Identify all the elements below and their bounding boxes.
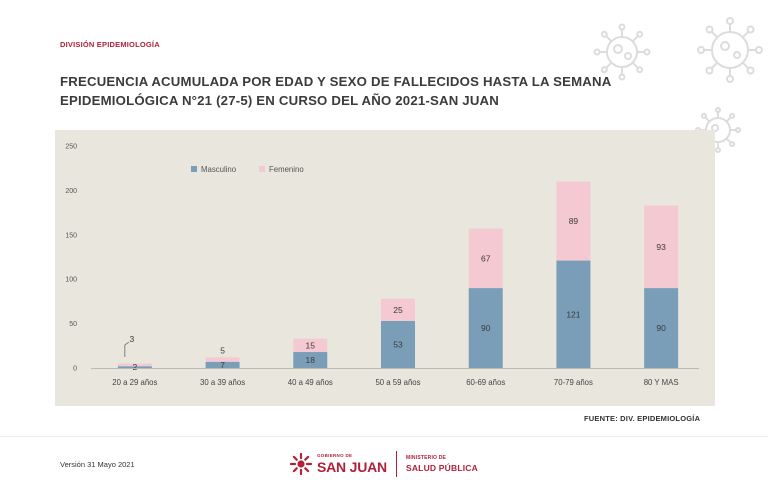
bar-masculino bbox=[205, 361, 240, 368]
footer-divider bbox=[0, 436, 768, 437]
bar-femenino bbox=[381, 298, 415, 321]
title-line-1: FRECUENCIA ACUMULADA POR EDAD Y SEXO DE … bbox=[60, 74, 612, 89]
data-label-masculino: 90 bbox=[481, 323, 491, 333]
bar-masculino bbox=[117, 366, 152, 368]
bar-masculino bbox=[468, 288, 503, 368]
data-label-femenino: 67 bbox=[481, 253, 491, 263]
data-label-masculino: 18 bbox=[306, 355, 316, 365]
data-label-femenino: 5 bbox=[220, 345, 225, 355]
virus-decoration-icon bbox=[593, 17, 763, 153]
data-label-masculino: 90 bbox=[656, 323, 666, 333]
data-label-femenino: 93 bbox=[656, 242, 666, 252]
sun-emblem-icon bbox=[289, 452, 313, 476]
x-tick-label: 40 a 49 años bbox=[288, 378, 333, 387]
chart-panel: 0 50 100 150 200 250 2 3 7 5 18 15 53 25 90 67 121 89 90 9… bbox=[55, 130, 715, 406]
virus-icon-large bbox=[593, 23, 651, 81]
y-axis: 0 50 100 150 200 250 bbox=[65, 144, 77, 373]
bar-masculino bbox=[381, 320, 415, 368]
page-title: FRECUENCIA ACUMULADA POR EDAD Y SEXO DE … bbox=[60, 72, 700, 110]
version-label: Versión 31 Mayo 2021 bbox=[60, 460, 135, 469]
ministry-prefix: MINISTERIO DE bbox=[405, 454, 447, 461]
government-logo: GOBIERNO DE SAN JUAN MINISTERIO DE SALUD… bbox=[289, 449, 478, 479]
chart-legend: Masculino Femenino bbox=[191, 165, 304, 174]
y-tick-label: 250 bbox=[65, 144, 77, 151]
legend-label: Femenino bbox=[269, 165, 304, 174]
bar-femenino bbox=[468, 228, 503, 289]
bars-group: 2 3 7 5 18 15 53 25 90 67 121 89 90 93 bbox=[117, 181, 679, 372]
bar-femenino bbox=[293, 338, 328, 353]
y-tick-label: 0 bbox=[73, 366, 77, 373]
y-tick-label: 100 bbox=[65, 277, 77, 284]
bar-femenino bbox=[205, 357, 240, 362]
virus-icon-right bbox=[697, 17, 763, 83]
legend-swatch bbox=[259, 166, 265, 172]
y-tick-label: 150 bbox=[65, 232, 77, 239]
y-tick-label: 200 bbox=[65, 188, 77, 195]
ministry-name: MINISTERIO DE SALUD PÚBLICA bbox=[405, 454, 478, 473]
bar-femenino bbox=[644, 205, 679, 289]
data-label-femenino: 3 bbox=[129, 334, 134, 344]
title-line-2: EPIDEMIOLÓGICA N°21 (27-5) EN CURSO DEL … bbox=[60, 93, 500, 108]
logo-separator bbox=[395, 451, 397, 477]
legend-swatch bbox=[191, 166, 197, 172]
division-label: DIVISIÓN EPIDEMIOLOGÍA bbox=[60, 40, 160, 49]
x-axis: 20 a 29 años 30 a 39 años 40 a 49 años 50 a… bbox=[91, 368, 699, 387]
x-tick-label: 30 a 39 años bbox=[200, 378, 245, 387]
data-label-femenino: 25 bbox=[393, 305, 403, 315]
data-label-femenino: 89 bbox=[569, 216, 579, 226]
x-tick-label: 50 a 59 años bbox=[375, 378, 420, 387]
y-tick-label: 50 bbox=[69, 321, 77, 328]
bar-femenino bbox=[117, 363, 152, 367]
data-label-masculino: 121 bbox=[566, 309, 580, 319]
bar-masculino bbox=[644, 288, 679, 368]
stacked-bar-chart: 0 50 100 150 200 250 2 3 7 5 18 15 53 25 90 67 121 89 90 9… bbox=[65, 144, 699, 387]
data-label-femenino: 15 bbox=[306, 340, 316, 350]
leader-line bbox=[124, 341, 130, 357]
source-note: FUENTE: DIV. EPIDEMIOLOGÍA bbox=[584, 414, 701, 423]
ministry-title: SALUD PÚBLICA bbox=[405, 462, 478, 473]
x-tick-label: 70-79 años bbox=[554, 378, 593, 387]
legend-label: Masculino bbox=[201, 165, 237, 174]
government-province: SAN JUAN bbox=[317, 458, 387, 475]
x-tick-label: 80 Y MAS bbox=[644, 378, 679, 387]
bar-femenino bbox=[556, 181, 591, 261]
x-tick-label: 60-69 años bbox=[466, 378, 505, 387]
government-name: GOBIERNO DE SAN JUAN bbox=[317, 454, 387, 474]
data-label-masculino: 7 bbox=[220, 360, 225, 370]
government-prefix: GOBIERNO DE bbox=[317, 453, 353, 459]
x-tick-label: 20 a 29 años bbox=[112, 378, 157, 387]
bar-masculino bbox=[293, 352, 328, 368]
data-label-masculino: 53 bbox=[393, 339, 403, 349]
data-label-masculino: 2 bbox=[132, 362, 137, 372]
bar-masculino bbox=[556, 260, 591, 368]
